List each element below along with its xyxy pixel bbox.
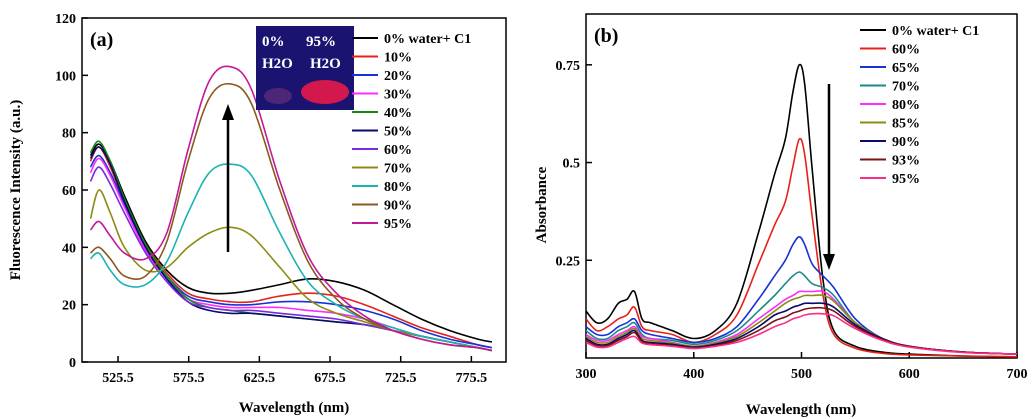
series-line-95 xyxy=(89,65,493,352)
series-line-0-water-c1 xyxy=(586,63,1017,358)
legend-label-95: 95% xyxy=(384,217,412,232)
legend-label-93: 93% xyxy=(892,154,920,169)
inset-flask-dim xyxy=(264,88,292,104)
panel-b-x-ticks: 300 400 500 600 700 xyxy=(576,352,1028,382)
legend-label-65: 65% xyxy=(892,61,920,76)
x-tick-label: 575.5 xyxy=(173,371,205,386)
legend-label-80: 80% xyxy=(384,180,412,195)
x-tick-label: 625.5 xyxy=(244,371,276,386)
inset-sub-left: H2O xyxy=(262,56,293,72)
legend-label-70: 70% xyxy=(892,80,920,95)
legend-label-0-water-c1: 0% water+ C1 xyxy=(892,24,979,39)
legend-label-70: 70% xyxy=(384,162,412,177)
legend-label-85: 85% xyxy=(892,117,920,132)
legend-label-60: 60% xyxy=(384,143,412,158)
series-line-0-water-c1 xyxy=(89,143,493,343)
x-tick-label: 400 xyxy=(683,367,704,382)
panel-a-y-label: Fluorescence Intensity (a.u.) xyxy=(8,100,24,281)
x-tick-label: 525.5 xyxy=(102,371,134,386)
series-line-60 xyxy=(586,137,1017,358)
panel-a-legend: 0% water+ C1 10% 20% 30% 40% 50% 60% 70% 80% 90% 9… xyxy=(352,32,471,232)
series-line-95 xyxy=(586,312,1017,355)
panel-b-y-ticks: 0.25 0.5 0.75 xyxy=(556,59,592,269)
series-line-20 xyxy=(89,154,493,349)
y-tick-label: 40 xyxy=(62,241,76,256)
inset-label-right: 95% xyxy=(306,34,336,50)
series-line-93 xyxy=(586,306,1017,355)
legend-label-80: 80% xyxy=(892,98,920,113)
y-tick-label: 80 xyxy=(62,127,76,142)
series-line-90 xyxy=(586,302,1017,355)
panel-a: 0 20 40 60 80 100 120 525.5 575.5 625.5 675.5 725.… xyxy=(8,12,507,416)
legend-label-60: 60% xyxy=(892,43,920,58)
inset-label-left: 0% xyxy=(262,34,285,50)
panel-a-x-ticks: 525.5 575.5 625.5 675.5 725.5 775.5 xyxy=(102,356,487,386)
y-tick-label: 120 xyxy=(55,12,76,27)
panel-b-legend: 0% water+ C1 60% 65% 70% 80% 85% 90% 93% 95% xyxy=(860,24,979,187)
panel-a-y-ticks: 0 20 40 60 80 100 120 xyxy=(55,12,88,371)
y-tick-label: 100 xyxy=(55,69,76,84)
y-tick-label: 60 xyxy=(62,184,76,199)
legend-label-40: 40% xyxy=(384,106,412,121)
series-line-85 xyxy=(586,294,1017,355)
panel-a-label: (a) xyxy=(90,29,113,51)
panel-b-trend-arrow xyxy=(823,84,835,270)
y-tick-label: 0.5 xyxy=(563,157,581,172)
panel-a-trend-arrow xyxy=(222,104,234,252)
panel-a-series xyxy=(89,65,493,352)
y-tick-label: 0.25 xyxy=(556,254,581,269)
y-tick-label: 0 xyxy=(69,356,76,371)
legend-label-95: 95% xyxy=(892,172,920,187)
x-tick-label: 725.5 xyxy=(385,371,417,386)
legend-label-90: 90% xyxy=(892,135,920,150)
x-tick-label: 300 xyxy=(576,367,597,382)
x-tick-label: 600 xyxy=(899,367,920,382)
inset-sub-right: H2O xyxy=(310,56,341,72)
x-tick-label: 675.5 xyxy=(314,371,346,386)
panel-b-frame xyxy=(585,13,1018,359)
inset-flask-glow xyxy=(301,80,349,104)
y-tick-label: 0.75 xyxy=(556,59,581,74)
panel-a-x-label: Wavelength (nm) xyxy=(239,400,349,416)
legend-label-10: 10% xyxy=(384,51,412,66)
series-line-65 xyxy=(586,235,1017,355)
panel-b-x-label: Wavelength (nm) xyxy=(746,402,856,418)
legend-label-30: 30% xyxy=(384,88,412,103)
panel-b-y-label: Absorbance xyxy=(534,166,550,243)
x-tick-label: 700 xyxy=(1007,367,1028,382)
series-line-80 xyxy=(89,163,493,352)
panel-b-series xyxy=(586,63,1017,358)
legend-label-90: 90% xyxy=(384,199,412,214)
panel-b-label: (b) xyxy=(594,25,618,47)
panel-b: 0.25 0.5 0.75 300 400 500 600 700 (b) 0% water… xyxy=(534,13,1028,418)
legend-label-50: 50% xyxy=(384,125,412,140)
inset-photo: 0% H2O 95% H2O xyxy=(256,26,354,110)
y-tick-label: 20 xyxy=(62,299,76,314)
legend-label-0-water-c1: 0% water+ C1 xyxy=(384,32,471,47)
legend-label-20: 20% xyxy=(384,69,412,84)
x-tick-label: 500 xyxy=(791,367,812,382)
x-tick-label: 775.5 xyxy=(456,371,488,386)
